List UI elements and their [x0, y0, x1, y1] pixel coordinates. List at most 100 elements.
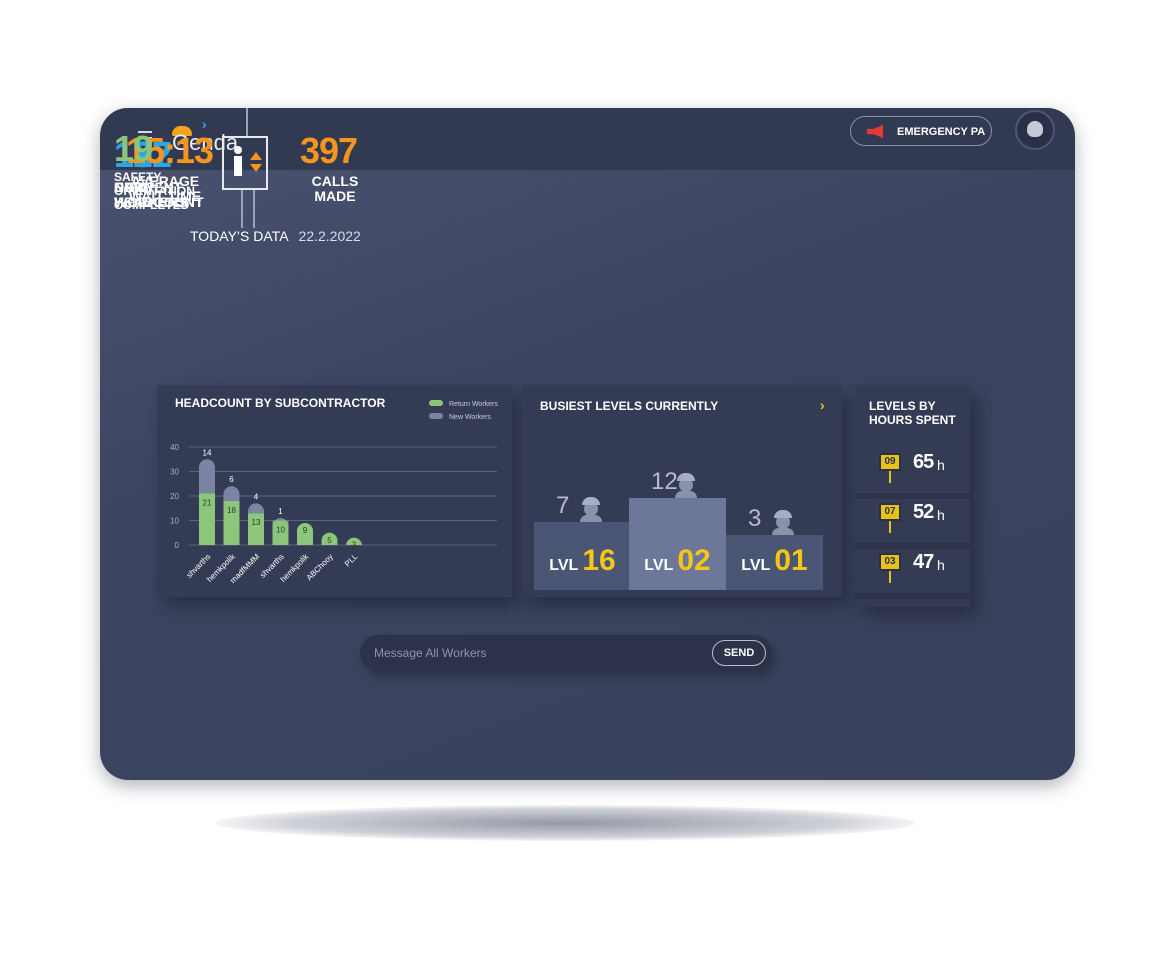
avatar[interactable] — [1015, 110, 1055, 150]
stat-value: 19 — [114, 134, 153, 175]
hours-title: LEVELS BY HOURS SPENT — [869, 399, 956, 427]
hours-value: 65 — [913, 451, 934, 473]
level-prefix: LVL — [741, 557, 771, 574]
level-sign: 07 — [879, 503, 901, 521]
legend-label: New Workers — [449, 414, 491, 421]
sign-post — [889, 469, 891, 483]
level-label: LVL 01 — [726, 544, 823, 578]
bar — [248, 513, 264, 545]
menu-button[interactable] — [138, 131, 152, 149]
logo-icon — [172, 126, 192, 136]
bar — [346, 537, 362, 546]
send-button[interactable]: SEND — [712, 640, 766, 666]
message-placeholder: Message All Workers — [374, 646, 487, 660]
person-body — [234, 156, 242, 176]
worker-helmet — [677, 473, 695, 481]
hours-unit: h — [937, 557, 945, 573]
stat-label: CALLS MADE — [311, 173, 359, 204]
chart-card: HEADCOUNT BY SUBCONTRACTOR 0 10 20 30 40 Retu… — [157, 385, 512, 597]
megaphone-icon — [867, 125, 883, 138]
y-tick-label: 40 — [170, 443, 179, 452]
value-label: 10 — [276, 526, 285, 535]
level-sign: 09 — [879, 453, 901, 471]
worker-head — [584, 502, 598, 516]
value-label: 18 — [227, 506, 236, 515]
value-label: 6 — [229, 475, 234, 484]
hours-card: LEVELS BY HOURS SPENT 09 65 h 07 52 h 03 47 h — [855, 385, 970, 607]
level-number: 16 — [582, 544, 616, 577]
worker-body — [675, 491, 697, 498]
busiest-card[interactable]: BUSIEST LEVELS CURRENTLY › LVL 16 7 LVL 02 12… — [522, 385, 842, 597]
today-header: TODAY’S DATA 22.2.2022 — [190, 228, 361, 244]
stat-value: 162 — [114, 134, 172, 175]
level-sign: 03 — [879, 553, 901, 571]
stat-card: 15:13 AVERAGE WAIT TIME 397 CALLS MADE — [100, 108, 385, 588]
worker-body — [772, 528, 794, 535]
value-label: 21 — [203, 499, 212, 508]
bar — [199, 493, 215, 545]
worker-head — [679, 478, 693, 492]
stat-value: 127 — [114, 134, 172, 175]
stat-label: DAILY HEADCOUNT — [114, 179, 204, 210]
hours-unit: h — [937, 507, 945, 523]
message-bar[interactable]: Message All Workers SEND — [360, 635, 772, 671]
emergency-button[interactable]: EMERGENCY PA — [850, 116, 992, 146]
top-bar: Genda EMERGENCY PA — [100, 108, 1075, 170]
worker-count: 3 — [748, 505, 762, 532]
level-prefix: LVL — [549, 557, 579, 574]
worker-helmet — [774, 510, 792, 518]
stat-label: CURRENT HEADCOUNT — [114, 179, 204, 210]
value-label: 5 — [327, 536, 332, 545]
chart-title: HEADCOUNT BY SUBCONTRACTOR — [175, 396, 386, 410]
arrow[interactable]: › — [820, 397, 825, 413]
stat-value: 19 — [114, 128, 153, 169]
stat-value: 15:13 — [126, 130, 214, 171]
bar — [297, 522, 313, 545]
level-label: LVL 16 — [534, 544, 631, 578]
bar — [272, 518, 289, 527]
stat-card: › 127 CURRENT HEADCOUNT — [100, 108, 222, 228]
bar — [272, 520, 289, 545]
chart: HEADCOUNT BY SUBCONTRACTOR 0 10 20 30 40 Retu… — [170, 396, 498, 585]
value-label: 9 — [303, 526, 308, 535]
legend-swatch — [429, 400, 443, 406]
stat-card: 19 NEW WORKERS — [100, 134, 220, 348]
arrow[interactable]: › — [202, 116, 207, 132]
person-icon — [234, 146, 242, 154]
stat-card: 19 SAFETY ORIENTATION COMPLETED — [100, 128, 215, 706]
stat-label: NEW WORKERS — [114, 179, 188, 210]
stat-card: 162 DAILY HEADCOUNT — [100, 134, 225, 468]
hours-unit: h — [937, 457, 945, 473]
y-tick-label: 20 — [170, 492, 179, 501]
level-number: 02 — [677, 544, 711, 577]
worker-body — [580, 515, 602, 522]
y-tick-label: 10 — [170, 517, 179, 526]
up-arrow — [250, 152, 262, 160]
value-label: 3 — [352, 541, 357, 550]
today-label: TODAY’S DATA — [190, 228, 289, 244]
stat-label: AVERAGE WAIT TIME — [128, 173, 202, 204]
worker-count: 7 — [556, 492, 570, 519]
hours-value: 47 — [913, 551, 934, 573]
row-divider — [855, 593, 970, 599]
bar — [223, 486, 240, 501]
y-tick-label: 30 — [170, 468, 179, 477]
sign-post — [889, 569, 891, 583]
elevator-tower — [241, 188, 255, 228]
value-label: 1 — [278, 507, 283, 516]
legend-swatch — [429, 413, 443, 419]
y-tick-label: 0 — [175, 541, 180, 550]
bar — [321, 532, 338, 545]
x-tick-label: PLL — [343, 552, 360, 569]
emergency-label: EMERGENCY PA — [897, 126, 986, 138]
logo: Genda — [172, 124, 238, 155]
busiest-title: BUSIEST LEVELS CURRENTLY — [540, 399, 719, 413]
value-label: 14 — [203, 448, 212, 457]
value-label: 4 — [254, 492, 259, 501]
level-prefix: LVL — [644, 557, 674, 574]
level-number: 01 — [774, 544, 808, 577]
stat-value: 397 — [300, 130, 358, 171]
elevator-cable — [246, 108, 248, 136]
level-label: LVL 02 — [629, 544, 726, 578]
stat-label: SAFETY ORIENTATION COMPLETED — [114, 170, 195, 212]
